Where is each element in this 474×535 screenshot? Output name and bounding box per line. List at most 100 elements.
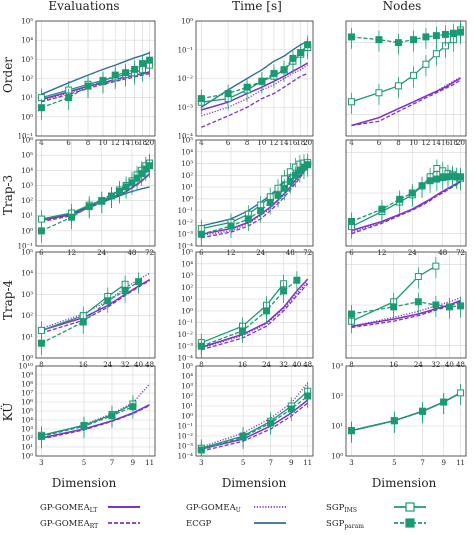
legend-label: ECGP bbox=[186, 519, 211, 529]
legend: GP-GOMEALT GP-GOMEART GP-GOMEAU ECGP SGPIMS S… bbox=[40, 502, 426, 530]
data-point-sgp-param bbox=[68, 213, 76, 221]
y-tick-label: 10⁰ bbox=[181, 307, 193, 315]
data-point-sgp-param bbox=[432, 32, 440, 40]
data-point-sgp-param bbox=[287, 405, 295, 413]
y-tick-label: 10⁻³ bbox=[178, 104, 194, 112]
data-point-sgp-param bbox=[293, 276, 301, 284]
y-tick-label: 10⁴ bbox=[181, 260, 193, 268]
data-point-sgp-param bbox=[244, 215, 252, 223]
x-tick-label: 48 bbox=[456, 361, 465, 369]
series-line-ecgp bbox=[201, 166, 308, 227]
y-tick-label: 10⁸ bbox=[21, 381, 33, 389]
data-point-sgp-param bbox=[267, 419, 275, 427]
data-point-sgp-param bbox=[131, 65, 139, 73]
panel-order-evaluations: 10⁻¹10⁰10¹10²10³10⁴10⁵468101214161820 bbox=[18, 18, 156, 147]
series-line-ecgp bbox=[200, 40, 309, 108]
y-tick-label: 10³ bbox=[181, 383, 193, 391]
data-point-sgp-param bbox=[263, 307, 271, 315]
x-tick-label: 6 bbox=[66, 139, 71, 147]
panel-trap-4-time-s: 10⁻⁴ 10⁻³ 10⁻² 10⁻¹ 10⁰ 10¹ 10² 10³ 10⁴ 10⁵ 8 16 24 3… bbox=[178, 249, 314, 369]
y-tick-label: 10⁵ bbox=[21, 249, 33, 257]
y-tick-label: 10⁴ bbox=[181, 148, 193, 156]
series-line-gp-gomea-lt bbox=[351, 77, 461, 127]
series-line-gp-gomea-rt bbox=[351, 79, 461, 127]
data-point-sgp-param bbox=[108, 412, 116, 420]
x-tick-label: 24 bbox=[97, 249, 106, 257]
y-tick-label: 10⁰ bbox=[331, 453, 343, 461]
y-tick-label: 10² bbox=[21, 75, 33, 83]
y-tick-label: 10¹ bbox=[181, 403, 193, 411]
x-axis-label-nodes: Dimension bbox=[372, 476, 437, 490]
x-tick-label: 18 bbox=[449, 139, 458, 147]
series-line-gp-gomea-rt bbox=[201, 166, 309, 239]
y-tick-label: 10² bbox=[21, 197, 33, 205]
y-tick-label: 10² bbox=[21, 312, 33, 320]
series-line-gp-gomea-u bbox=[41, 272, 150, 330]
data-point-sgp-param bbox=[394, 39, 402, 47]
y-tick-label: 10⁰ bbox=[181, 195, 193, 203]
x-axis-label-time: Dimension bbox=[222, 476, 287, 490]
data-point-sgp-param bbox=[347, 427, 355, 435]
x-tick-label: 48 bbox=[286, 249, 295, 257]
data-point-sgp-param bbox=[432, 301, 440, 309]
x-axis-label-evaluations: Dimension bbox=[52, 476, 117, 490]
x-tick-label: 14 bbox=[432, 139, 441, 147]
series-line-gp-gomea-u bbox=[351, 76, 461, 127]
data-point-sgp-param bbox=[419, 407, 427, 415]
data-point-sgp-param bbox=[37, 432, 45, 440]
panel-trap-4-nodes: 8 16 24 32 40 48 bbox=[345, 251, 467, 369]
data-point-sgp-ims bbox=[432, 262, 440, 270]
column-title-time: Time [s] bbox=[232, 0, 282, 13]
data-point-sgp-param bbox=[227, 222, 235, 230]
data-point-sgp-param bbox=[418, 182, 426, 190]
x-tick-label: 24 bbox=[256, 249, 265, 257]
data-point-sgp-param bbox=[146, 162, 154, 170]
y-tick-label: 10⁵ bbox=[181, 363, 193, 371]
legend-item-ecgp: ECGP bbox=[186, 519, 286, 529]
x-tick-label: 12 bbox=[111, 139, 120, 147]
legend-swatch-marker bbox=[405, 502, 415, 512]
y-tick-label: 10⁻⁴ bbox=[178, 355, 194, 363]
series-line-sgp-ims bbox=[351, 265, 437, 322]
data-point-sgp-param bbox=[378, 205, 386, 213]
data-point-sgp-param bbox=[296, 167, 304, 175]
panel-frame bbox=[195, 251, 314, 359]
data-point-sgp-param bbox=[37, 104, 45, 112]
y-tick-label: 10¹ bbox=[181, 184, 193, 192]
data-point-sgp-ims bbox=[37, 326, 45, 334]
x-tick-label: 7 bbox=[268, 459, 272, 467]
data-point-sgp-param bbox=[238, 327, 246, 335]
y-tick-label: 10⁵ bbox=[21, 152, 33, 160]
data-point-sgp-param bbox=[297, 49, 305, 57]
x-tick-label: 3 bbox=[39, 459, 43, 467]
row-title-trap3: Trap-3 bbox=[1, 175, 15, 215]
y-tick-label: 10³ bbox=[331, 363, 343, 371]
panel-frame bbox=[195, 365, 314, 457]
x-tick-label: 5 bbox=[241, 459, 245, 467]
y-tick-label: 10³ bbox=[181, 272, 193, 280]
y-tick-label: 10⁶ bbox=[21, 399, 33, 407]
y-tick-label: 10¹ bbox=[21, 212, 33, 220]
x-tick-label: 3 bbox=[349, 459, 353, 467]
x-tick-label: 8 bbox=[349, 361, 353, 369]
x-tick-label: 10 bbox=[257, 139, 266, 147]
y-tick-label: 10⁻¹ bbox=[178, 207, 194, 215]
series-line-gp-gomea-rt bbox=[201, 72, 308, 128]
x-tick-label: 12 bbox=[227, 249, 236, 257]
y-tick-label: 10¹⁰ bbox=[18, 363, 33, 371]
y-tick-label: 10³ bbox=[21, 291, 33, 299]
x-tick-label: 14 bbox=[121, 139, 130, 147]
series-line-sgp-ims bbox=[201, 390, 309, 449]
y-tick-label: 10³ bbox=[21, 56, 33, 64]
legend-item-gp-gomea-u: GP-GOMEAU bbox=[186, 503, 286, 514]
x-tick-label: 7 bbox=[420, 459, 424, 467]
y-tick-label: 10⁻² bbox=[178, 433, 194, 441]
data-point-sgp-param bbox=[375, 36, 383, 44]
panel-kü-time-s: 10⁻⁴ 10⁻³ 10⁻² 10⁻¹ 10⁰ 10¹ 10² 10³ 10⁴ 10⁵ 3 5 7 9 11 bbox=[178, 363, 314, 467]
x-tick-label: 24 bbox=[414, 361, 423, 369]
y-tick-label: 10¹ bbox=[21, 444, 33, 452]
column-title-evaluations: Evaluations bbox=[48, 0, 119, 13]
data-point-sgp-param bbox=[457, 302, 465, 310]
x-tick-label: 48 bbox=[145, 361, 154, 369]
